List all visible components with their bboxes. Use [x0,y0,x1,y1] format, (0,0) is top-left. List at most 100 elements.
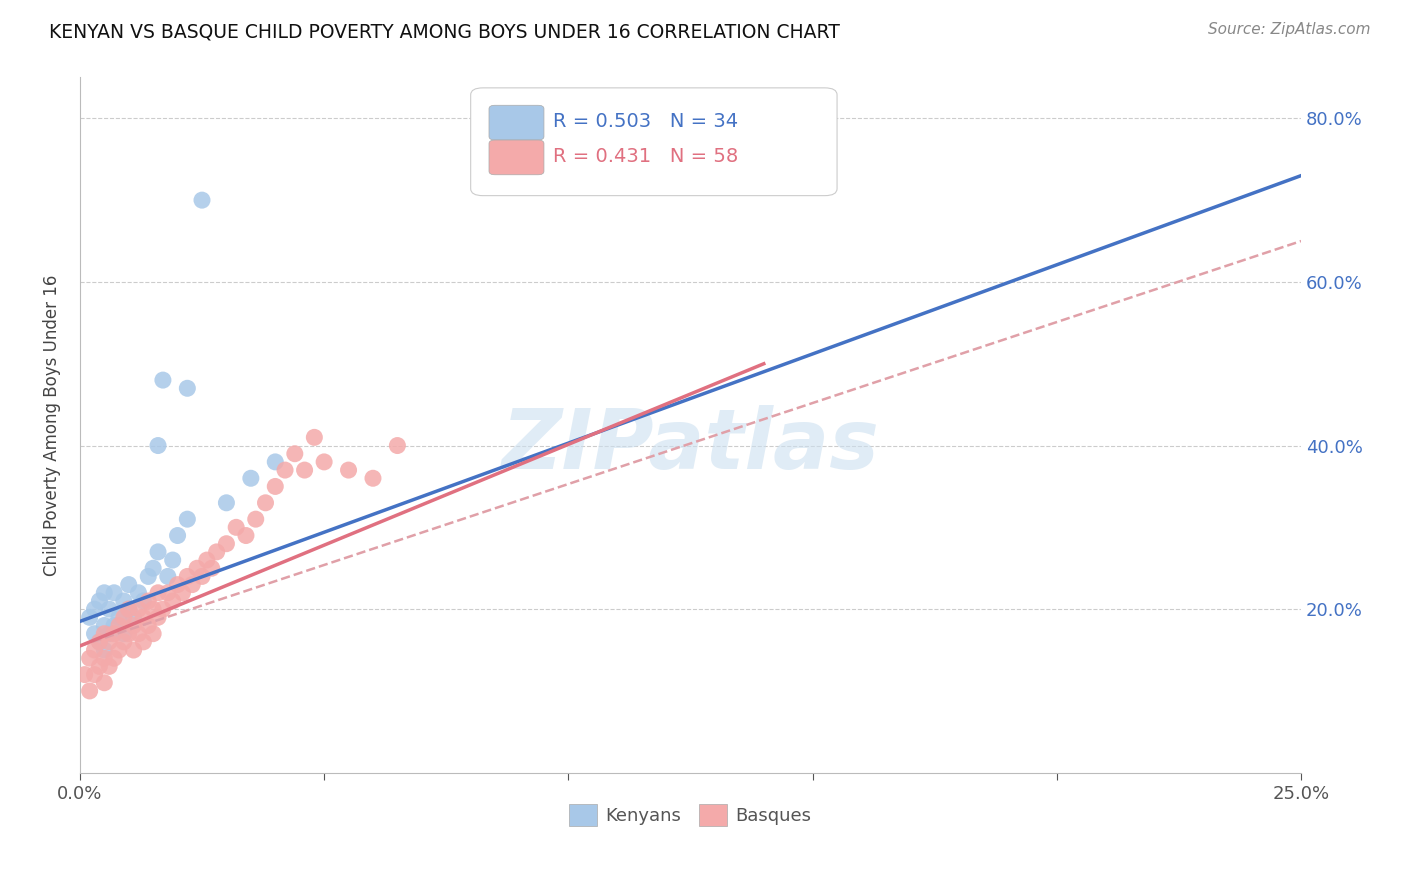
Point [128,586,150,600]
Point [98,659,121,673]
Point [235,528,257,542]
Point [108,618,131,632]
Point [166,577,188,591]
Point [118,577,141,591]
Point [98,626,121,640]
Point [176,381,198,395]
Point [284,447,307,461]
Point [132,635,155,649]
Point [215,496,238,510]
Point [103,626,125,640]
Point [93,651,115,665]
Point [274,463,297,477]
Point [245,512,267,526]
FancyBboxPatch shape [489,140,544,175]
Point [128,602,150,616]
Point [337,463,360,477]
Point [186,561,208,575]
Point [93,675,115,690]
Point [146,438,169,452]
Point [314,455,336,469]
Point [103,618,125,632]
Point [103,651,125,665]
Point [166,528,188,542]
Legend: Kenyans, Basques: Kenyans, Basques [562,797,818,833]
Text: R = 0.503   N = 34: R = 0.503 N = 34 [553,112,738,131]
Point [118,602,141,616]
Point [181,577,204,591]
Point [83,626,105,640]
Point [108,643,131,657]
Point [98,602,121,616]
Point [136,618,159,632]
Point [146,610,169,624]
Point [132,610,155,624]
Point [191,193,214,207]
Point [136,569,159,583]
Text: ZIPatlas: ZIPatlas [502,406,879,486]
Text: R = 0.431   N = 58: R = 0.431 N = 58 [553,146,738,166]
Point [142,561,165,575]
Point [118,602,141,616]
Point [73,667,96,681]
Text: KENYAN VS BASQUE CHILD POVERTY AMONG BOYS UNDER 16 CORRELATION CHART: KENYAN VS BASQUE CHILD POVERTY AMONG BOY… [49,22,841,41]
Point [205,545,228,559]
Text: Source: ZipAtlas.com: Source: ZipAtlas.com [1208,22,1371,37]
Point [142,602,165,616]
Point [201,561,224,575]
Point [387,438,409,452]
Point [112,626,135,640]
Y-axis label: Child Poverty Among Boys Under 16: Child Poverty Among Boys Under 16 [44,275,60,575]
Point [162,594,184,608]
FancyBboxPatch shape [471,88,837,195]
Point [128,626,150,640]
Point [136,594,159,608]
Point [294,463,316,477]
Point [89,635,111,649]
Point [172,586,194,600]
Point [79,684,101,698]
Point [239,471,262,485]
Point [176,569,198,583]
Point [79,651,101,665]
Point [146,586,169,600]
Point [254,496,277,510]
Point [83,602,105,616]
Point [93,643,115,657]
Point [93,626,115,640]
Point [264,479,287,493]
Point [98,635,121,649]
Point [118,626,141,640]
Point [361,471,384,485]
Point [156,569,179,583]
Point [83,643,105,657]
FancyBboxPatch shape [489,105,544,140]
Point [195,553,218,567]
Point [156,586,179,600]
Point [89,659,111,673]
Point [176,512,198,526]
Point [122,618,145,632]
Point [304,430,326,444]
Point [162,553,184,567]
Point [93,618,115,632]
Point [122,643,145,657]
Point [146,545,169,559]
Point [108,610,131,624]
Point [83,667,105,681]
Point [112,610,135,624]
Point [122,610,145,624]
Point [152,373,174,387]
Point [191,569,214,583]
Point [225,520,247,534]
Point [142,626,165,640]
Point [132,594,155,608]
Point [89,594,111,608]
Point [264,455,287,469]
Point [79,610,101,624]
Point [215,537,238,551]
Point [112,594,135,608]
Point [89,635,111,649]
Point [112,635,135,649]
Point [152,602,174,616]
